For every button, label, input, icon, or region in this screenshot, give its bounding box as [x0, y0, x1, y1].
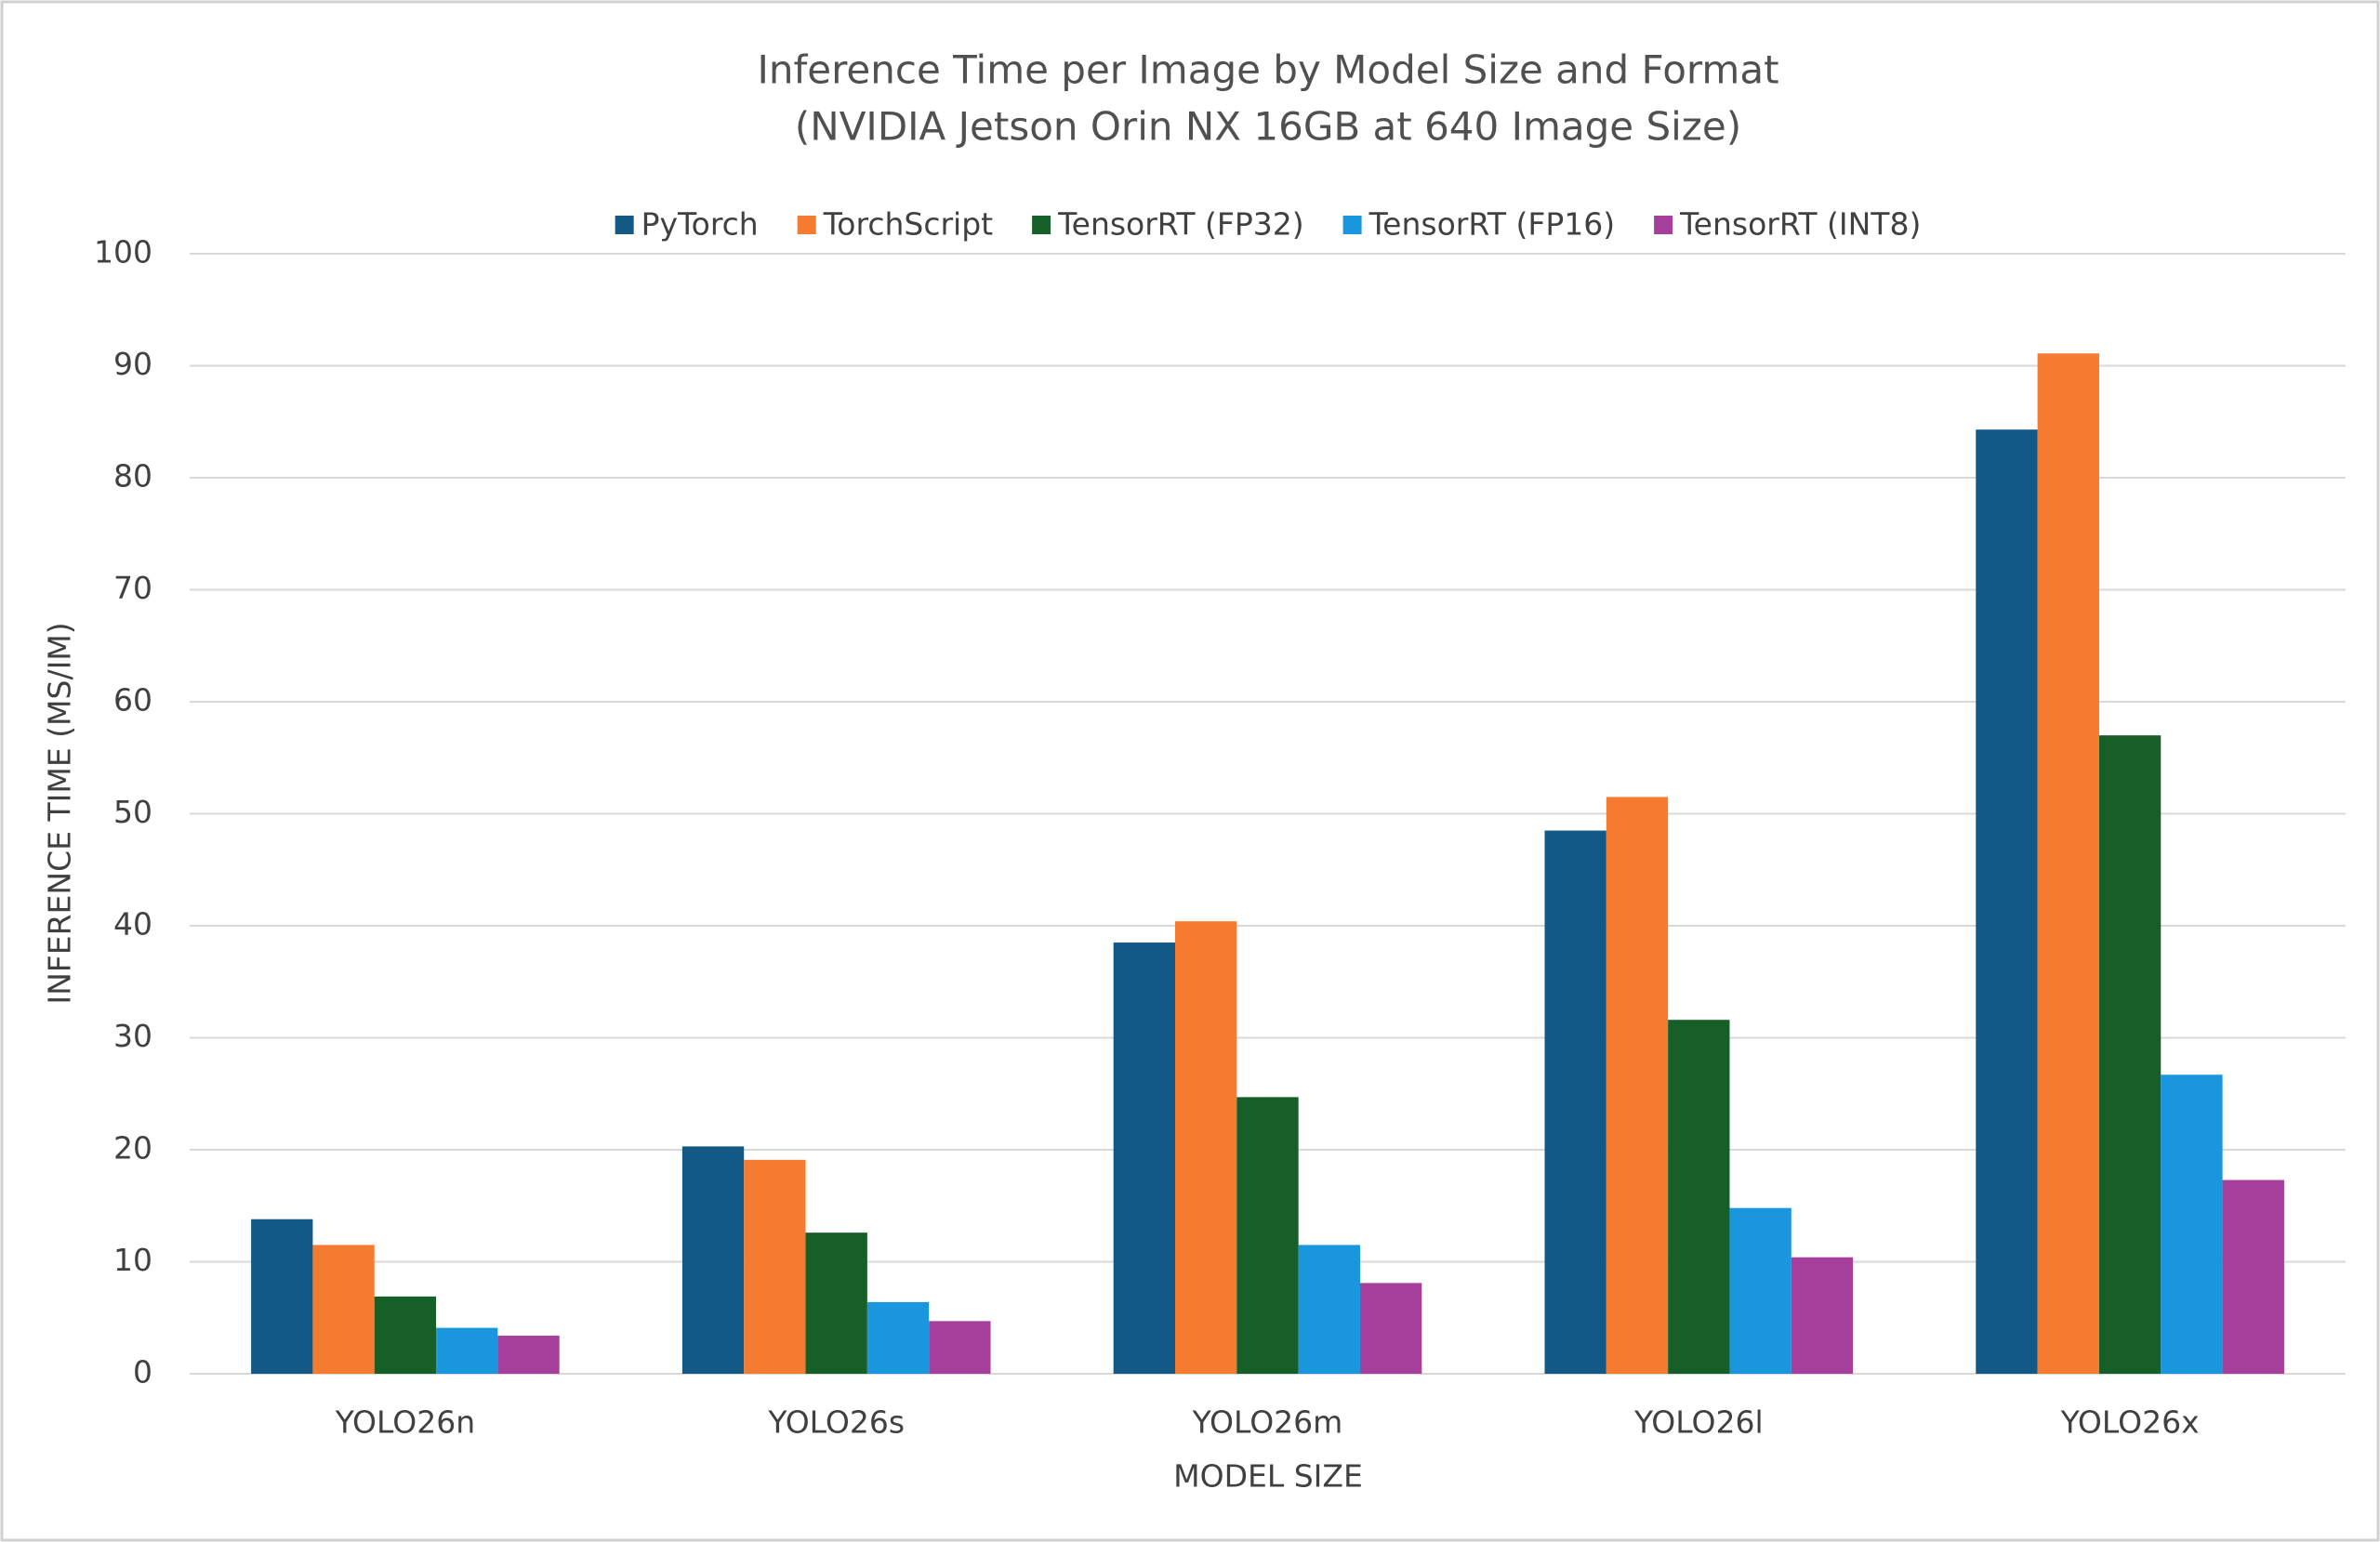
legend-label: TensorRT (FP32)	[1057, 206, 1304, 243]
bar	[1359, 1283, 1422, 1374]
x-tick-label: YOLO26m	[1192, 1404, 1343, 1441]
legend-swatch	[1654, 216, 1673, 234]
chart-title: Inference Time per Image by Model Size a…	[757, 47, 1778, 93]
y-tick-label: 100	[94, 234, 152, 270]
legend-swatch	[797, 216, 816, 234]
bar	[1976, 429, 2038, 1374]
bar	[1668, 1020, 1730, 1374]
bar	[2037, 353, 2099, 1374]
bar	[929, 1321, 991, 1374]
x-tick-label: YOLO26x	[2060, 1404, 2200, 1441]
chart-subtitle: (NVIDIA Jetson Orin NX 16GB at 640 Image…	[795, 104, 1741, 150]
y-tick-label: 80	[113, 458, 152, 494]
bar	[1729, 1207, 1792, 1374]
bar	[251, 1219, 313, 1374]
bar	[2222, 1180, 2284, 1374]
bar	[1298, 1245, 1360, 1374]
bar	[866, 1301, 930, 1374]
y-tick-label: 70	[113, 570, 152, 606]
x-tick-label: YOLO26s	[767, 1404, 905, 1441]
y-axis-title: INFERENCE TIME (MS/IM)	[42, 622, 78, 1004]
bar	[1175, 921, 1237, 1374]
bar	[1236, 1097, 1299, 1374]
bar	[1544, 830, 1606, 1374]
y-tick-label: 0	[133, 1354, 152, 1390]
bar	[2098, 735, 2162, 1374]
y-tick-label: 40	[113, 906, 152, 942]
y-tick-label: 10	[113, 1242, 152, 1278]
bar	[744, 1159, 806, 1374]
y-tick-label: 30	[113, 1018, 152, 1054]
legend-label: TensorRT (INT8)	[1679, 206, 1921, 243]
bar	[497, 1336, 560, 1374]
legend-label: TensorRT (FP16)	[1368, 206, 1616, 243]
legend-label: TorchScript	[823, 206, 993, 243]
y-tick-label: 20	[113, 1130, 152, 1166]
y-tick-label: 90	[113, 346, 152, 382]
bar	[1606, 797, 1669, 1374]
legend-swatch	[1342, 216, 1362, 234]
x-axis-title: MODEL SIZE	[1173, 1458, 1363, 1495]
y-tick-label: 50	[113, 794, 152, 830]
bar	[436, 1327, 498, 1374]
legend-swatch	[1032, 216, 1051, 234]
bar	[805, 1232, 867, 1374]
bar	[681, 1146, 745, 1374]
bar	[312, 1245, 375, 1374]
y-tick-label: 60	[113, 682, 152, 718]
bar	[1113, 942, 1176, 1374]
x-tick-label: YOLO26n	[335, 1404, 475, 1441]
bar	[2161, 1074, 2223, 1374]
bar	[374, 1296, 437, 1374]
legend-swatch	[615, 216, 634, 234]
bar	[1791, 1257, 1854, 1374]
legend-label: PyTorch	[641, 206, 759, 243]
x-tick-label: YOLO26l	[1633, 1404, 1764, 1441]
